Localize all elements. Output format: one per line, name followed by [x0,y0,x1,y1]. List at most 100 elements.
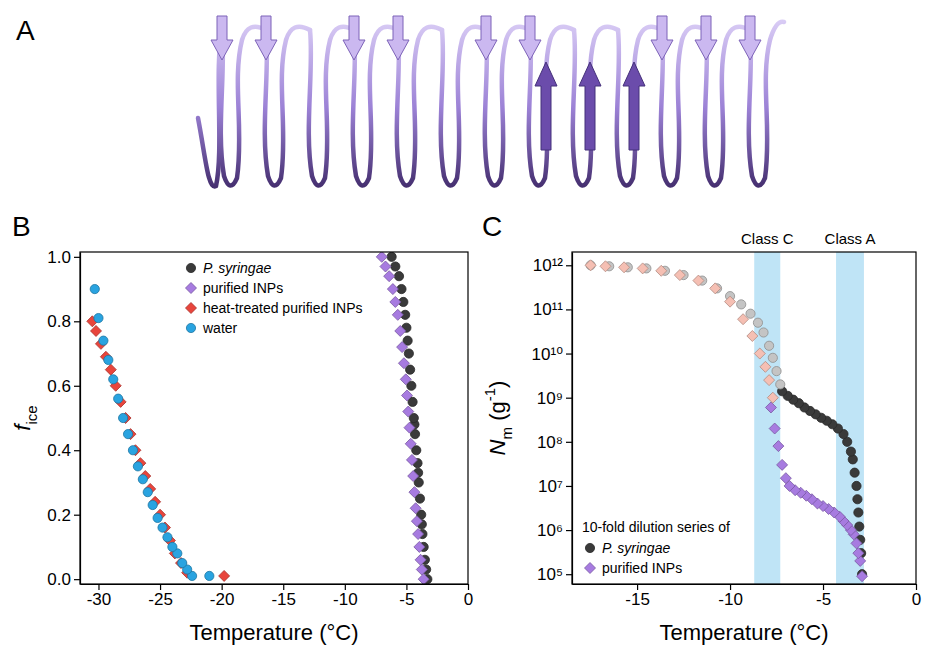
tick-label: 10¹² [533,256,564,275]
tick-label: 0.0 [47,570,71,589]
data-point [746,309,755,318]
x-axis: -30-25-20-15-10-50 [81,584,474,609]
x-axis: -15-10-50 [573,584,922,609]
data-point [392,309,403,320]
data-point [760,361,771,372]
data-point [158,523,167,532]
strand-arrow [519,16,541,60]
tick: 10¹⁰ [532,344,572,363]
y-axis-title-part: ice [23,405,40,424]
data-point [404,349,413,358]
data-point [219,570,230,581]
tick-label: -15 [625,590,650,609]
y-axis: 0.0 0.2 0.4 0.6 0.8 1.0 [47,248,80,589]
tick: 0 [912,584,921,609]
legend-title: 10-fold dilution series of [582,519,730,535]
data-point [104,355,113,364]
legend: 10-fold dilution series ofP. syringaepur… [582,519,730,576]
data-point [114,394,123,403]
plot-frame [80,252,468,584]
strand-arrow [651,16,673,60]
tick: 10⁵ [537,565,572,584]
data-point [138,475,147,484]
data-point [414,541,425,552]
data-point [397,342,408,353]
axis-line [573,584,917,585]
tick-mark [74,321,80,322]
legend-label: purified INPs [602,560,682,576]
protein-structure [198,16,784,186]
y-axis-title-part: (g [485,401,510,427]
data-point [387,284,398,295]
y-axis-title-part: m [498,427,515,440]
tick: -15 [271,584,296,609]
tick: 10¹² [533,256,572,275]
tick-mark [74,386,80,387]
data-point [409,487,420,498]
data-point [168,542,177,551]
tick-mark [566,398,572,399]
data-point [765,402,776,413]
data-point [205,571,214,580]
tick: -10 [333,584,358,609]
data-point [391,262,400,271]
data-point [99,336,108,345]
tick-mark [566,530,572,531]
axis-line [572,253,573,585]
tick-label: 0.2 [47,506,71,525]
tick: -25 [148,584,173,609]
tick: 10⁹ [537,389,572,408]
data-point [398,358,409,369]
tick-label: 10⁵ [537,565,563,584]
strand-arrow [535,62,557,150]
legend-marker [185,283,196,294]
series [586,261,785,389]
legend-label: P. syringae [203,260,271,276]
data-point [853,548,864,559]
tick: 10⁸ [537,433,572,452]
tick: 0.8 [47,312,80,331]
data-point [143,488,152,497]
tick: -5 [399,584,414,609]
series [778,387,867,579]
tick-label: 10⁷ [538,477,563,496]
data-point [394,272,403,281]
legend-marker [585,563,596,574]
data-point [413,529,424,540]
data-point [411,516,422,527]
figure-container: A-30-25-20-15-10-500.00.20.40.60.81.0Tem… [0,0,936,654]
legend-marker [585,543,594,552]
data-point [585,260,596,271]
tick-label: 1.0 [47,248,71,267]
tick-label: 0.4 [47,441,71,460]
tick: 0.2 [47,506,80,525]
strand-arrow [579,62,601,150]
data-point [176,558,187,569]
data-point [128,446,137,455]
tick: 0.0 [47,570,80,589]
tick: 10¹¹ [533,300,572,319]
data-point [693,275,704,286]
tick-label: -5 [816,590,831,609]
data-point [123,430,132,439]
tick-mark [566,442,572,443]
tick: -20 [210,584,235,609]
data-point [776,380,785,389]
tick-label: 10¹¹ [533,300,564,319]
band-label: Class C [741,230,794,247]
data-point [773,441,784,452]
data-point [408,471,419,482]
data-point [586,261,595,270]
legend-marker [186,323,195,332]
tick-label: 0.6 [47,377,71,396]
tick-label: 10⁹ [537,389,563,408]
tick-label: -10 [333,590,358,609]
data-point [857,571,868,582]
data-point [109,375,118,384]
tick-mark [566,574,572,575]
strand-arrow [475,16,497,60]
plot-frame [572,252,916,584]
y-axis: 10⁵10⁶10⁷10⁸10⁹10¹⁰10¹¹10¹² [532,253,573,585]
data-point [387,252,396,261]
data-point [764,375,775,386]
